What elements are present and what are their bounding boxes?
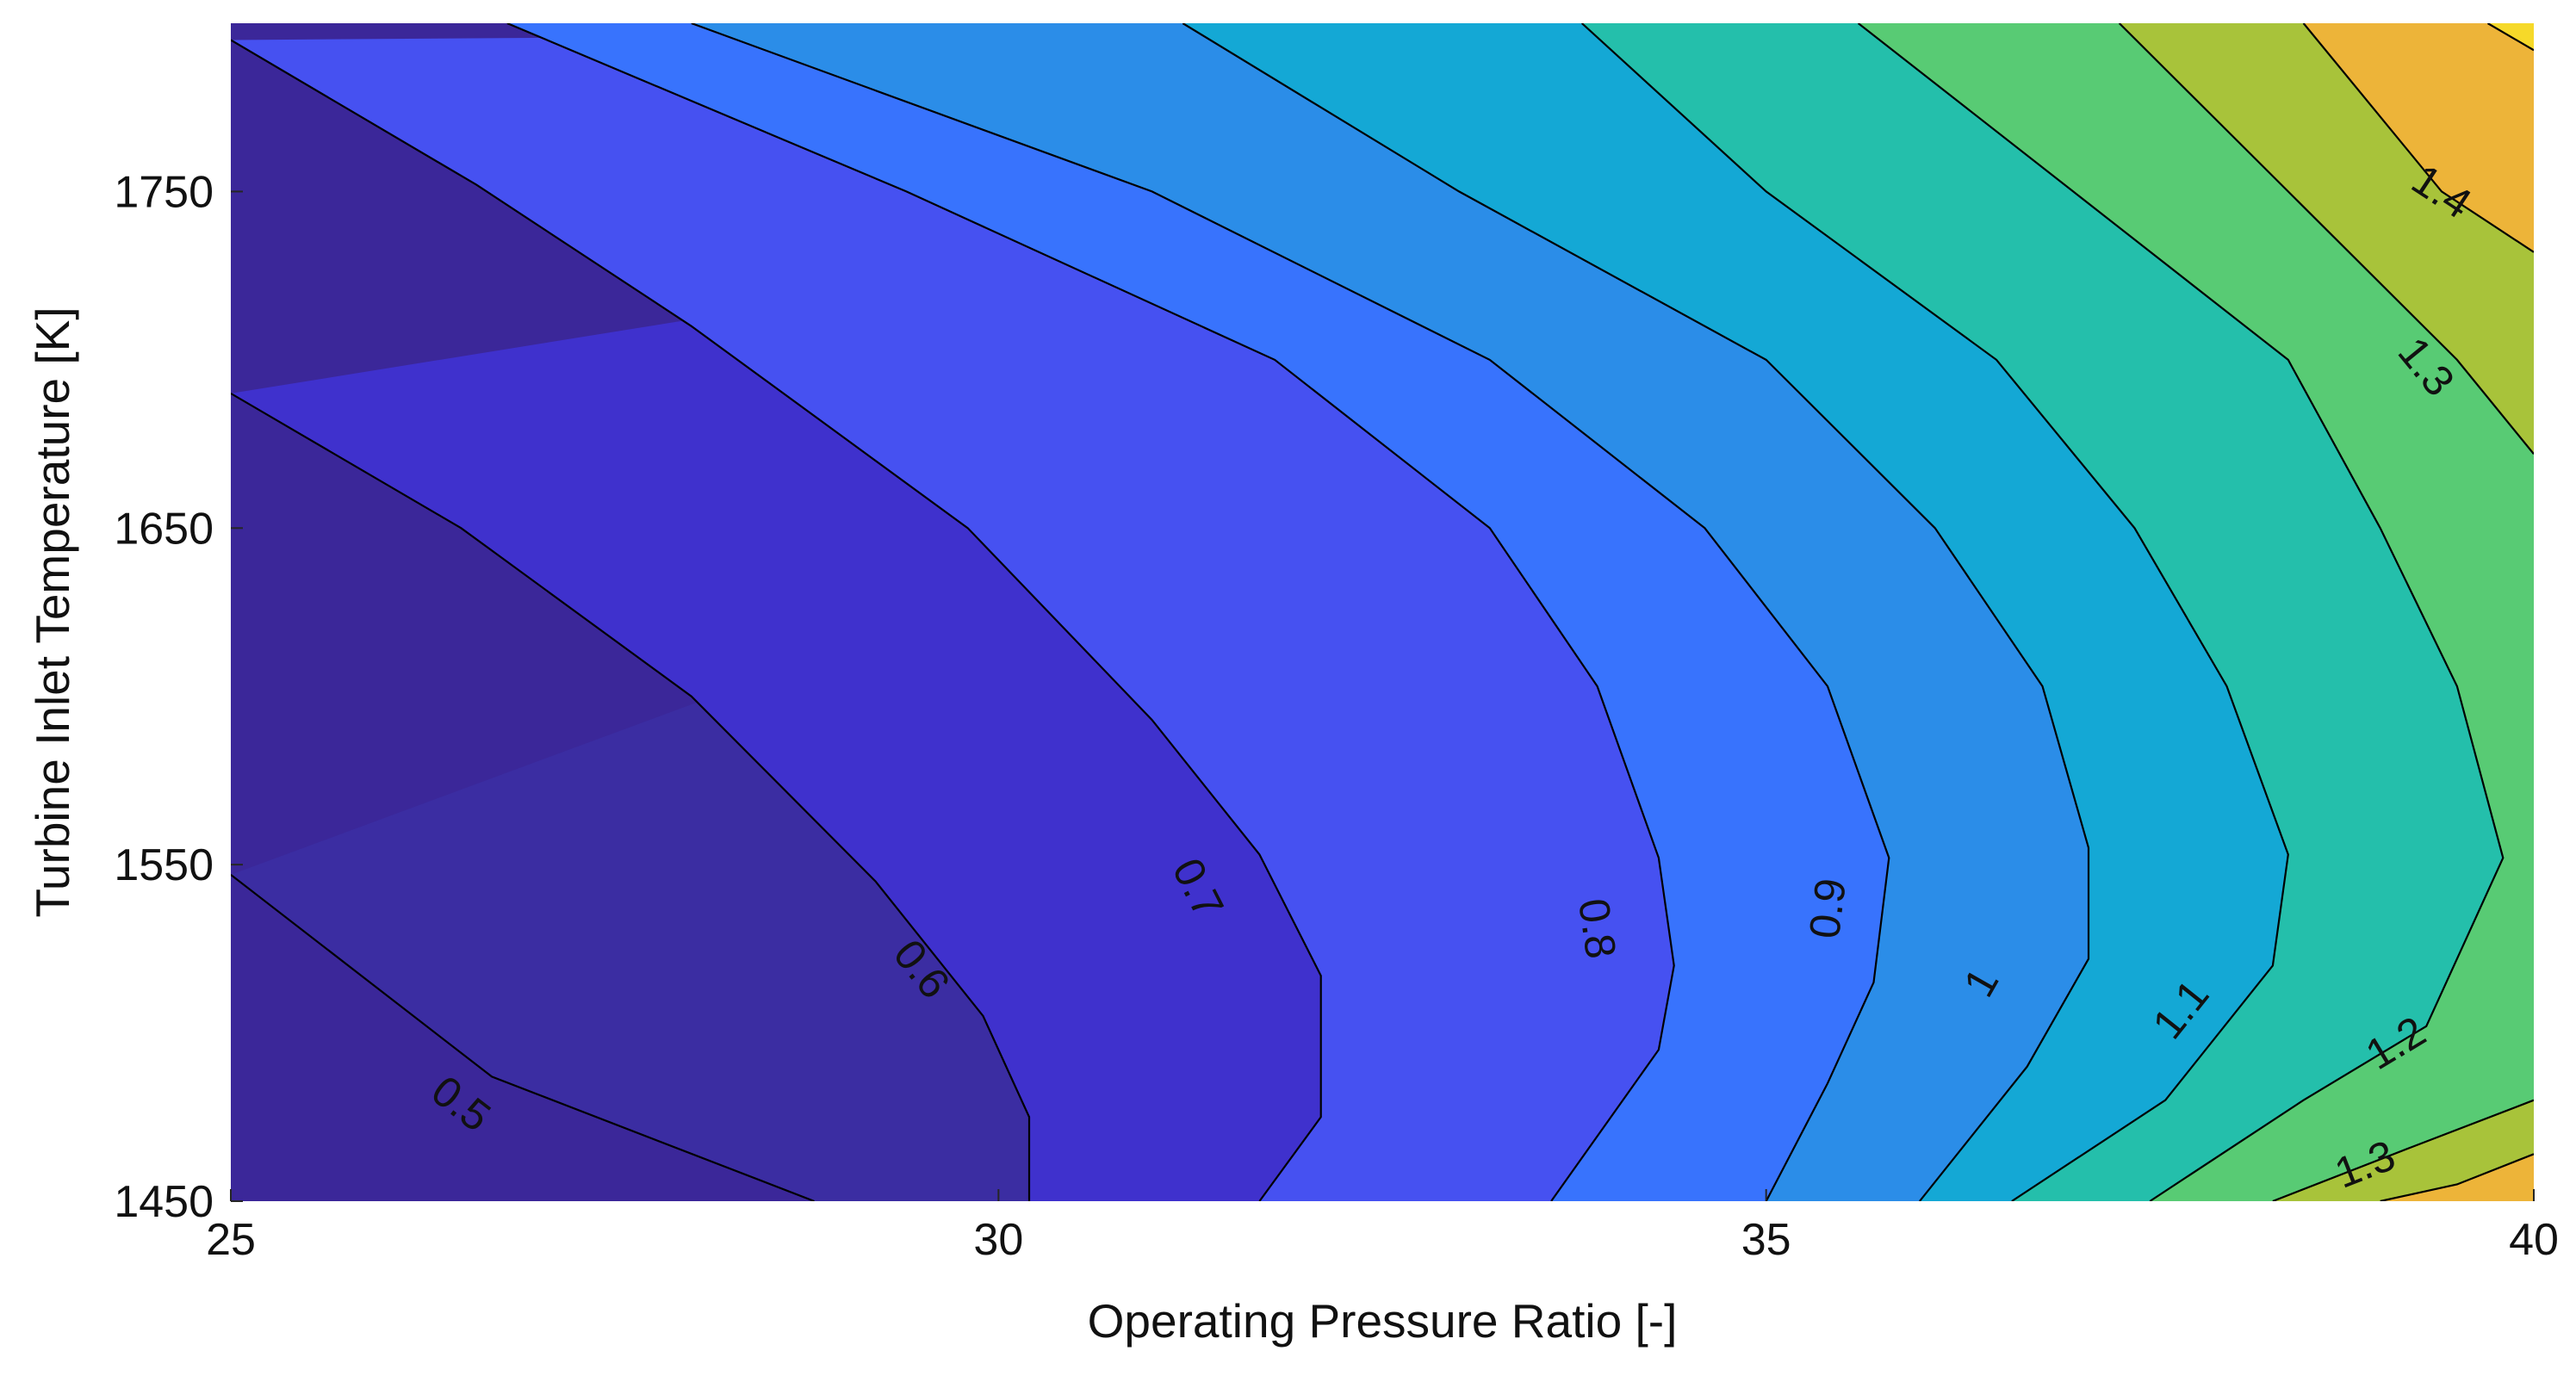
contour-line-1.3-corner: [2272, 1099, 2534, 1201]
contour-label-3: 0.8: [1569, 896, 1625, 962]
contour-band-1.2: [1858, 23, 2534, 1201]
contour-line-1.3: [2118, 23, 2534, 455]
y-tick-label-0: 1450: [114, 1177, 214, 1227]
contour-line-1.5: [2486, 23, 2534, 52]
contour-line-0.5: [231, 874, 815, 1201]
y-tick-label-2: 1650: [114, 504, 214, 554]
contour-line-1.4: [2302, 23, 2534, 253]
contour-line-0.6: [231, 392, 1031, 1201]
x-tick-label-0: 25: [206, 1215, 256, 1265]
contour-label-4: 0.9: [1800, 876, 1855, 941]
y-tick-label-1: 1550: [114, 840, 214, 890]
contour-line-1.4-corner: [2380, 1153, 2534, 1201]
contour-line-1.1: [1580, 23, 2289, 1201]
contour-band-1.4: [2303, 23, 2534, 252]
axis-layer: 25 30 35 40 1450 1550 1650 1750: [114, 167, 2559, 1265]
contour-line-0.7: [231, 39, 1322, 1201]
contour-band-1.4-corner: [2380, 1154, 2534, 1201]
x-tick-label-2: 35: [1741, 1215, 1791, 1265]
contour-fill-layer: [231, 23, 2534, 1201]
contour-line-layer: [231, 23, 2534, 1201]
contour-line-1: [1182, 23, 2090, 1201]
contour-line-0.8: [506, 23, 1675, 1201]
x-tick-label-1: 30: [973, 1215, 1023, 1265]
y-tick-label-3: 1750: [114, 167, 214, 217]
contour-line-1.2: [1857, 23, 2505, 1201]
y-axis-title: Turbine Inlet Temperature [K]: [26, 307, 79, 917]
x-axis-title: Operating Pressure Ratio [-]: [1088, 1294, 1678, 1348]
contour-line-0.9: [691, 23, 1890, 1201]
x-tick-label-3: 40: [2509, 1215, 2559, 1265]
